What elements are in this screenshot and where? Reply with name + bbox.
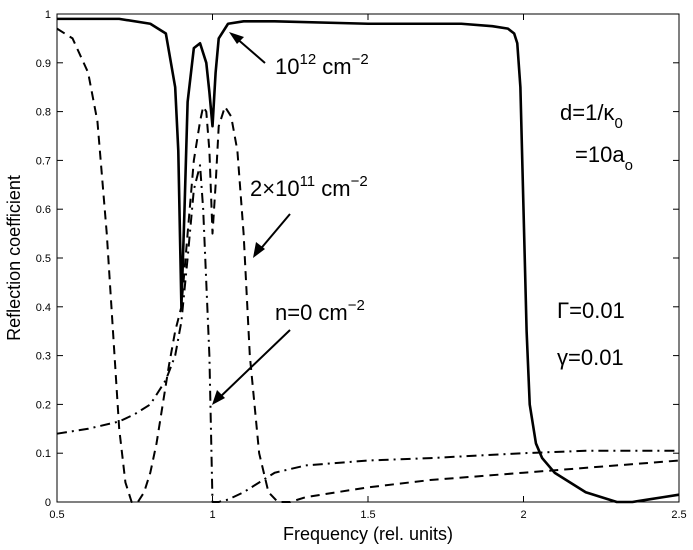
annotation-n0-unit-exp: −2 [348,297,365,314]
annotation-2e11-pre: 2×10 [250,176,300,201]
x-tick-label-4: 2.5 [671,509,686,521]
axis-ticks: 0.5 1 1.5 2 2.5 0 0.1 0.2 0.3 0.4 0.5 0.6 0.7 0.8 0.9 1 [36,9,687,521]
y-tick-label-6: 0.6 [36,204,51,216]
arrow-2e11 [253,213,291,258]
plot-frame [56,13,680,503]
y-tick-label-0: 0 [45,497,51,509]
series-line-solid [57,17,680,504]
annotation-gamma-big: Γ=0.01 [557,298,625,323]
annotation-2e11: 2×1011 cm−2 [250,173,368,201]
series-line-dashed [56,27,680,503]
annotation-n0-base: n=0 cm [275,300,348,325]
arrow-1e12 [229,32,266,64]
annotation-n0: n=0 cm−2 [275,297,365,325]
y-tick-label-4: 0.4 [36,302,51,314]
y-tick-label-1: 0.1 [36,448,51,460]
x-tick-label-1: 1 [209,509,215,521]
x-axis-label: Frequency (rel. units) [283,524,453,544]
x-tick-label-0: 0.5 [49,509,64,521]
annotation-1e12-exp: 12 [299,51,316,68]
y-tick-label-7: 0.7 [36,155,51,167]
y-tick-label-2: 0.2 [36,399,51,411]
annotation-d-line2: =10ao [575,142,633,174]
y-axis-label: Reflection coefficient [4,175,24,341]
y-tick-label-8: 0.8 [36,107,51,119]
y-tick-label-9: 0.9 [36,58,51,70]
annotation-1e12-base: 10 [275,54,299,79]
annotation-2e11-unit: cm [321,176,350,201]
annotation-2e11-exp: 11 [300,173,316,190]
series-layer [56,17,680,504]
x-tick-label-3: 2 [520,509,526,521]
x-tick-label-2: 1.5 [360,509,375,521]
y-tick-label-3: 0.3 [36,351,51,363]
arrow-n0 [212,329,291,405]
annotation-d-line1: d=1/κ0 [560,100,623,132]
annotation-1e12: 1012 cm−2 [275,51,369,79]
y-tick-label-5: 0.5 [36,253,51,265]
annotation-gamma-small: γ=0.01 [557,345,624,370]
annotation-1e12-unit: cm [322,54,351,79]
y-tick-label-10: 1 [45,9,51,21]
annotation-1e12-unit-exp: −2 [352,51,369,68]
series-line-dashdot [56,164,679,503]
annotation-2e11-unit-exp: −2 [351,173,368,190]
